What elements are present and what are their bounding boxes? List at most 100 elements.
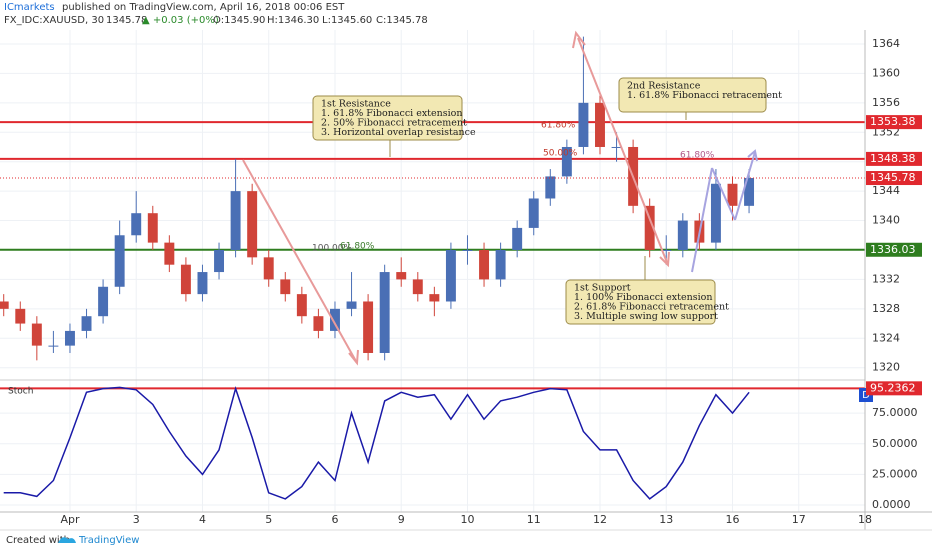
- candle-body: [147, 213, 158, 243]
- stoch-line: [3, 386, 750, 500]
- candle-body: [114, 235, 125, 287]
- candle-body: [15, 308, 26, 324]
- brand-logo: [58, 537, 76, 543]
- x-tick-label: 11: [527, 513, 541, 526]
- candle-body: [677, 220, 688, 250]
- annotation-text: 3. Horizontal overlap resistance: [321, 127, 476, 138]
- y-tick-label: 75.0000: [872, 406, 918, 419]
- annotation-text: 3. Multiple swing low support: [574, 311, 718, 322]
- candle-body: [462, 249, 473, 251]
- x-tick-label: 5: [265, 513, 272, 526]
- candle-body: [230, 191, 241, 250]
- annotation-text: 1. 61.8% Fibonacci retracement: [627, 90, 782, 101]
- level-label: 1353.38: [870, 115, 916, 128]
- x-tick-label: 13: [659, 513, 673, 526]
- x-tick-label: 9: [398, 513, 405, 526]
- y-tick-label: 1340: [872, 214, 900, 227]
- level-label: 1336.03: [870, 243, 916, 256]
- level-label: 95.2362: [870, 381, 916, 394]
- y-tick-label: 0.0000: [872, 498, 911, 511]
- candle-body: [611, 146, 622, 148]
- candle-body: [180, 264, 191, 295]
- annotation-box: [618, 77, 767, 113]
- x-tick-label: 17: [792, 513, 806, 526]
- symbol: FX_IDC:XAUUSD, 30: [4, 15, 104, 26]
- y-tick-label: 1324: [872, 331, 900, 344]
- candle-body: [445, 249, 456, 302]
- change: ▲ +0.03 (+0%): [142, 15, 219, 26]
- candle-body: [48, 345, 59, 347]
- y-tick-label: 1328: [872, 302, 900, 315]
- x-tick-label: 16: [725, 513, 739, 526]
- candle-body: [545, 176, 556, 199]
- level-tag: [866, 115, 922, 130]
- candle-body: [280, 279, 291, 295]
- candle-body: [131, 213, 142, 236]
- candle-body: [81, 316, 92, 331]
- candle-body: [661, 249, 672, 251]
- x-tick-label: 6: [331, 513, 338, 526]
- publisher: ICmarkets: [4, 2, 55, 13]
- annotation-text: 1st Resistance: [321, 99, 391, 110]
- annotation-text: 2nd Resistance: [627, 81, 701, 92]
- candle-body: [263, 257, 274, 280]
- candle-body: [346, 301, 357, 309]
- footer-brand: TradingView: [78, 535, 139, 546]
- candle-body: [412, 279, 423, 295]
- trend-arrows: [242, 30, 670, 366]
- open: O:1345.90: [213, 15, 265, 26]
- candle-body: [379, 272, 390, 353]
- y-tick-label: 1360: [872, 66, 900, 79]
- fib-label: 61.80%: [340, 242, 375, 252]
- level-label: 1348.38: [870, 152, 916, 165]
- published: published on TradingView.com, April 16, …: [62, 2, 345, 13]
- candle-body: [512, 227, 523, 250]
- y-tick-label: 1332: [872, 272, 900, 285]
- x-tick-label: 12: [593, 513, 607, 526]
- fib-label: 50.00%: [543, 149, 578, 159]
- candle-body: [595, 102, 605, 147]
- candle-body: [396, 272, 407, 280]
- y-tick-label: 1344: [872, 184, 900, 197]
- candle-body: [313, 316, 324, 331]
- candle-body: [197, 272, 208, 295]
- footer-created: Created with: [6, 535, 70, 546]
- y-tick-label: 1356: [872, 96, 900, 109]
- candle-body: [744, 178, 755, 206]
- candle-body: [495, 249, 506, 280]
- candle-body: [363, 301, 374, 353]
- close: C:1345.78: [376, 15, 428, 26]
- candle-body: [710, 183, 721, 243]
- x-tick-label: Apr: [60, 513, 80, 526]
- candle-body: [164, 242, 175, 265]
- level-tag: [866, 242, 922, 257]
- last: 1345.78: [106, 15, 147, 26]
- candle-body: [247, 191, 258, 258]
- last-price-label: 1345.78: [870, 171, 916, 184]
- annotation-text: 1st Support: [574, 283, 631, 294]
- y-tick-label: 25.0000: [872, 467, 918, 480]
- candle-body: [578, 102, 589, 147]
- candle-body: [214, 249, 225, 273]
- x-tick-label: 10: [460, 513, 474, 526]
- fib-label: 61.80%: [541, 121, 576, 131]
- last-price-tag: [866, 171, 922, 186]
- high: H:1346.30: [267, 15, 319, 26]
- x-tick-label: 4: [199, 513, 206, 526]
- candle-body: [429, 294, 440, 302]
- candle-body: [31, 323, 42, 346]
- annotation-text: 2. 61.8% Fibonacci retracement: [574, 302, 729, 313]
- low: L:1345.60: [322, 15, 372, 26]
- indicator-badge-text: D: [862, 390, 870, 401]
- y-tick-label: 1320: [872, 361, 900, 374]
- candle-body: [479, 249, 490, 280]
- level-tag: [866, 151, 922, 166]
- level-tag: [866, 381, 922, 396]
- x-tick-label: 3: [133, 513, 140, 526]
- annotation-box: [312, 95, 463, 141]
- candle-body: [98, 286, 109, 317]
- annotation-box: [565, 279, 716, 325]
- fib-label: 100.00%: [312, 244, 352, 254]
- candle-body: [330, 308, 340, 331]
- projection-arrows: [691, 149, 758, 273]
